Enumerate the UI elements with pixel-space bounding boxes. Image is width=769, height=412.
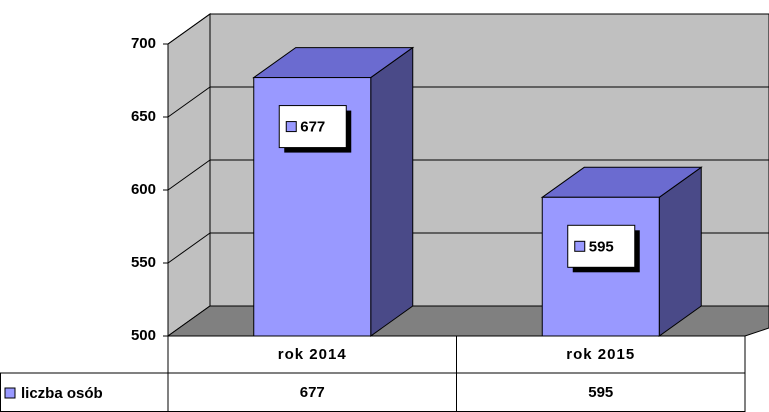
grid-line [167, 159, 211, 191]
x-tick-label: rok 2015 [566, 346, 635, 363]
label-key [285, 121, 297, 133]
bar-side [370, 46, 414, 337]
grid-line [167, 13, 211, 45]
y-tick-label: 500 [131, 327, 156, 344]
y-tick-label: 550 [131, 254, 156, 271]
legend-key [4, 387, 16, 399]
data-label: 677 [300, 119, 325, 136]
grid-line [167, 232, 211, 264]
table-value: 595 [588, 384, 613, 401]
legend-label: liczba osób [21, 385, 103, 402]
grid-line [167, 86, 211, 118]
x-tick-label: rok 2014 [278, 346, 347, 363]
y-tick-label: 600 [131, 181, 156, 198]
y-tick-label: 650 [131, 108, 156, 125]
table-value: 677 [300, 384, 325, 401]
y-tick-label: 700 [131, 35, 156, 52]
label-key [574, 240, 586, 252]
data-label: 595 [589, 238, 614, 255]
